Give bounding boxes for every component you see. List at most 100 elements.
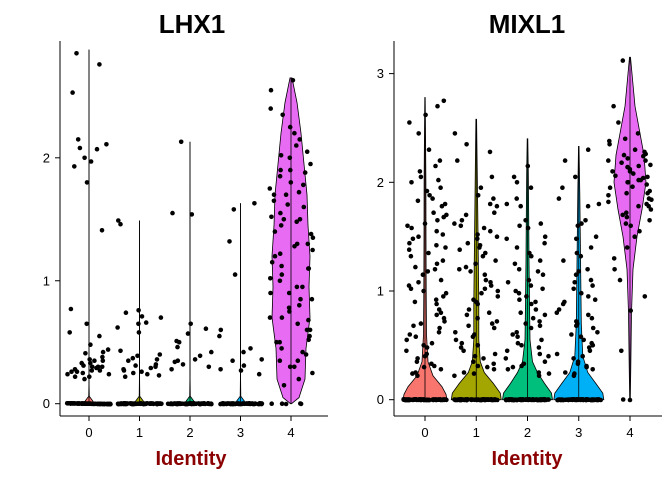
mixl1-point-3 bbox=[586, 294, 591, 299]
lhx1-point-1 bbox=[157, 352, 163, 357]
mixl1-zero-point-0 bbox=[413, 397, 418, 402]
mixl1-zero-point-1 bbox=[490, 397, 495, 403]
lhx1-point-4 bbox=[295, 358, 301, 364]
lhx1-point-0 bbox=[97, 368, 103, 373]
lhx1-zero-point-3 bbox=[228, 401, 233, 407]
lhx1-zero-point-2 bbox=[188, 401, 194, 407]
mixl1-zero-point-2 bbox=[521, 397, 526, 402]
mixl1-point-1 bbox=[483, 250, 488, 256]
mixl1-point-3 bbox=[560, 185, 565, 190]
lhx1-point-2 bbox=[206, 364, 212, 370]
lhx1-point-0 bbox=[72, 164, 77, 169]
mixl1-point-1 bbox=[487, 149, 493, 155]
mixl1-point-1 bbox=[468, 269, 473, 274]
mixl1-point-4 bbox=[649, 197, 654, 202]
mixl1-point-4 bbox=[627, 169, 633, 174]
mixl1-point-4 bbox=[631, 171, 636, 176]
mixl1-point-0 bbox=[435, 218, 440, 223]
lhx1-point-1 bbox=[116, 218, 121, 223]
lhx1-x-tick-label: 4 bbox=[287, 425, 294, 440]
mixl1-point-3 bbox=[593, 234, 599, 239]
mixl1-point-0 bbox=[441, 294, 446, 299]
lhx1-zero-point-1 bbox=[122, 401, 128, 406]
mixl1-point-1 bbox=[492, 351, 498, 357]
mixl1-point-1 bbox=[472, 353, 478, 359]
mixl1-point-3 bbox=[585, 267, 590, 272]
mixl1-zero-point-2 bbox=[546, 397, 551, 402]
lhx1-point-1 bbox=[136, 321, 141, 327]
mixl1-point-4 bbox=[640, 175, 646, 181]
mixl1-point-4 bbox=[632, 147, 638, 152]
mixl1-point-4 bbox=[606, 193, 611, 198]
mixl1-point-1 bbox=[477, 243, 483, 248]
lhx1-zero-point-3 bbox=[233, 401, 239, 407]
mixl1-zero-point-3 bbox=[594, 397, 599, 402]
mixl1-point-3 bbox=[573, 174, 578, 180]
mixl1-point-4 bbox=[630, 184, 635, 189]
mixl1-title: MIXL1 bbox=[489, 9, 566, 39]
lhx1-point-1 bbox=[143, 320, 149, 325]
lhx1-point-4 bbox=[280, 112, 286, 118]
mixl1-point-4 bbox=[620, 212, 625, 218]
mixl1-point-0 bbox=[438, 277, 444, 283]
mixl1-point-2 bbox=[516, 290, 522, 296]
lhx1-point-4 bbox=[267, 315, 273, 320]
mixl1-point-1 bbox=[453, 330, 458, 335]
lhx1-zero-point-1 bbox=[133, 401, 139, 407]
mixl1-point-0 bbox=[441, 214, 447, 220]
mixl1-point-0 bbox=[421, 343, 427, 348]
lhx1-zero-point-2 bbox=[165, 401, 171, 407]
mixl1-point-4 bbox=[648, 207, 654, 212]
mixl1-x-tick-label: 0 bbox=[421, 425, 428, 440]
mixl1-point-2 bbox=[538, 221, 544, 226]
lhx1-y-tick-label: 1 bbox=[43, 273, 50, 288]
lhx1-point-2 bbox=[188, 321, 193, 327]
mixl1-point-3 bbox=[596, 201, 602, 207]
mixl1-point-4 bbox=[607, 185, 613, 190]
mixl1-point-0 bbox=[424, 188, 430, 194]
mixl1-point-0 bbox=[436, 177, 441, 183]
lhx1-zero-point-2 bbox=[208, 401, 214, 407]
lhx1-point-4 bbox=[307, 327, 313, 333]
lhx1-point-4 bbox=[277, 339, 283, 345]
mixl1-point-3 bbox=[586, 312, 591, 318]
mixl1-x-ticks: 0 1 2 3 4 bbox=[421, 416, 634, 440]
mixl1-point-2 bbox=[537, 323, 543, 329]
lhx1-point-4 bbox=[301, 182, 306, 188]
lhx1-point-4 bbox=[278, 223, 284, 228]
lhx1-x-ticks: 0 1 2 3 4 bbox=[85, 416, 295, 440]
mixl1-point-2 bbox=[542, 312, 548, 318]
mixl1-point-2 bbox=[523, 218, 528, 223]
lhx1-point-4 bbox=[288, 180, 294, 185]
mixl1-point-0 bbox=[407, 240, 412, 246]
mixl1-point-2 bbox=[512, 261, 518, 267]
lhx1-point-4 bbox=[296, 376, 302, 382]
mixl1-zero-point-0 bbox=[440, 397, 446, 403]
mixl1-point-4 bbox=[623, 221, 629, 226]
mixl1-point-2 bbox=[536, 370, 542, 375]
mixl1-point-1 bbox=[480, 253, 486, 259]
mixl1-point-1 bbox=[452, 221, 457, 226]
mixl1-point-4 bbox=[625, 180, 630, 185]
mixl1-point-0 bbox=[413, 334, 419, 340]
mixl1-point-3 bbox=[588, 245, 594, 250]
lhx1-zero-point-1 bbox=[138, 401, 144, 406]
mixl1-point-1 bbox=[482, 272, 488, 278]
lhx1-point-4 bbox=[279, 272, 285, 277]
mixl1-point-0 bbox=[437, 325, 442, 331]
lhx1-point-4 bbox=[295, 321, 301, 327]
lhx1-point-0 bbox=[84, 180, 90, 185]
mixl1-point-1 bbox=[486, 310, 492, 316]
lhx1-point-1 bbox=[136, 330, 142, 335]
mixl1-point-3 bbox=[588, 277, 594, 283]
mixl1-point-3 bbox=[575, 361, 581, 367]
lhx1-zero-point-3 bbox=[259, 401, 265, 406]
mixl1-point-1 bbox=[491, 367, 497, 372]
mixl1-point-0 bbox=[434, 301, 439, 307]
lhx1-point-2 bbox=[203, 326, 209, 332]
lhx1-point-0 bbox=[100, 354, 105, 360]
lhx1-point-4 bbox=[274, 339, 279, 345]
mixl1-zero-point-1 bbox=[456, 397, 462, 402]
lhx1-point-3 bbox=[248, 346, 253, 351]
